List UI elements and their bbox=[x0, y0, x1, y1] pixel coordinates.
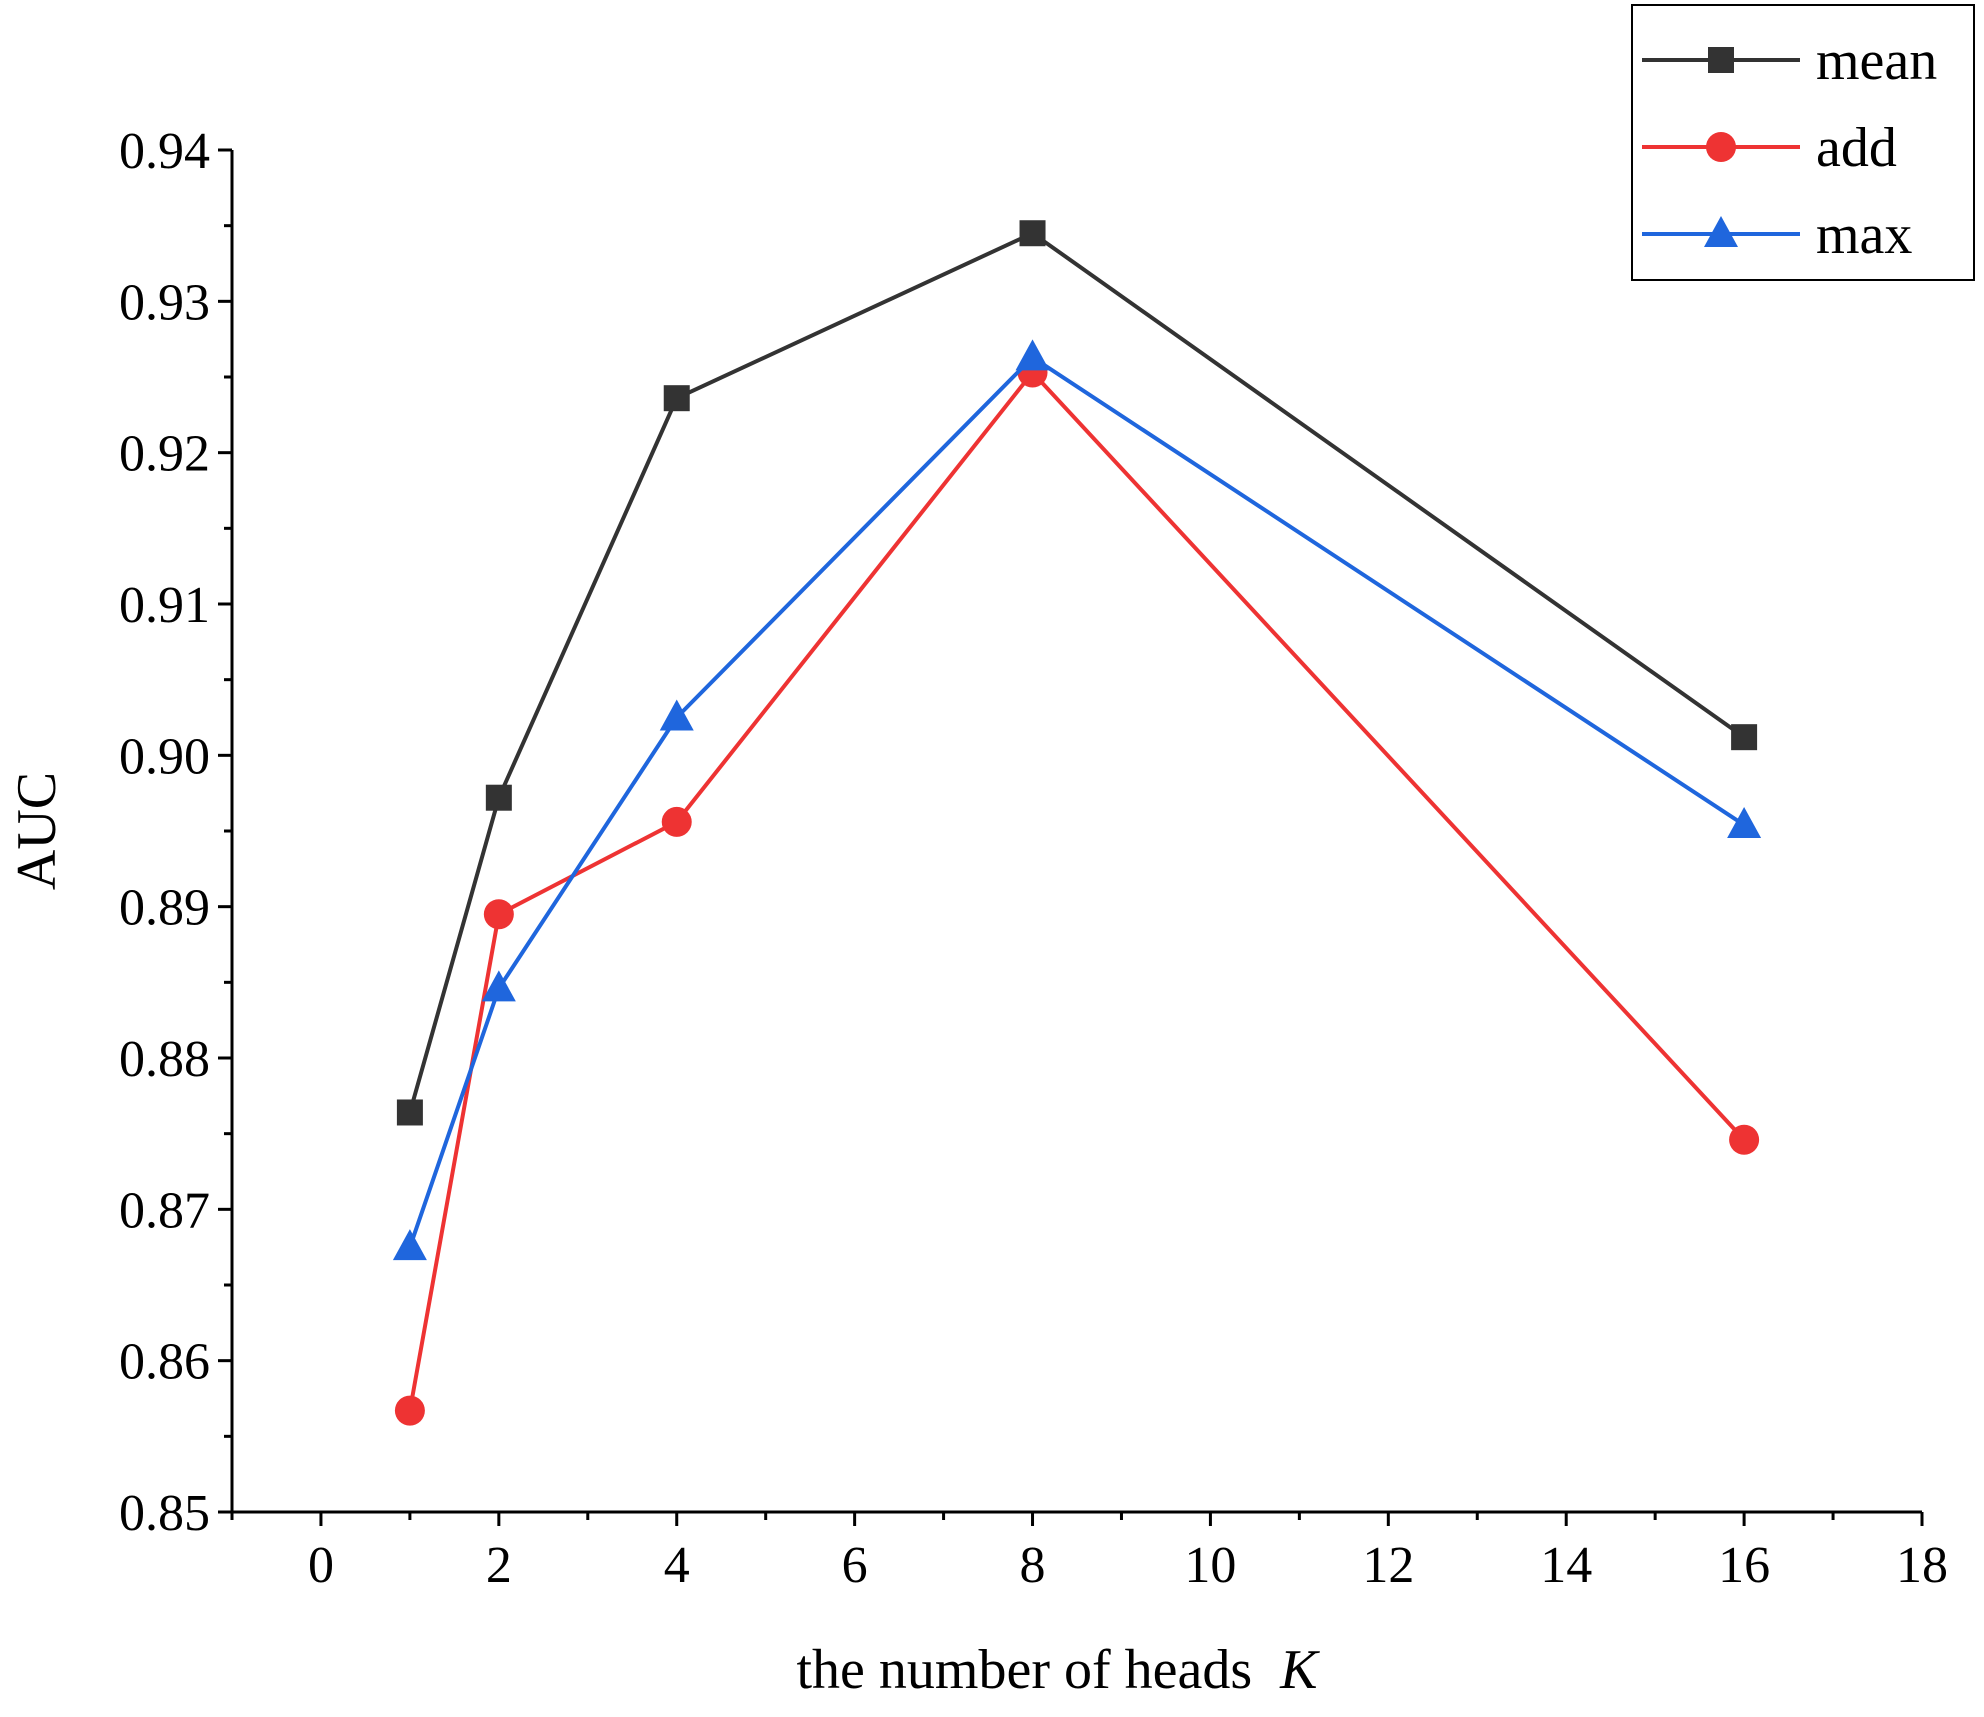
series-line-add bbox=[407, 370, 1746, 1411]
data-point-max bbox=[659, 699, 694, 731]
data-point-add bbox=[394, 1395, 425, 1426]
x-tick-label: 4 bbox=[664, 1537, 690, 1594]
x-axis-title: the number of heads K bbox=[797, 1639, 1321, 1701]
legend-item-max: max bbox=[1642, 204, 1912, 266]
y-tick-label: 0.86 bbox=[119, 1334, 210, 1391]
y-tick-label: 0.94 bbox=[119, 123, 210, 180]
y-tick-label: 0.88 bbox=[119, 1031, 210, 1088]
tick-labels: 0.85 0.86 0.87 0.88 0.89 0.90 0.91 0.92 0.93 0.94… bbox=[119, 123, 1948, 1594]
y-tick-label: 0.87 bbox=[119, 1182, 210, 1239]
data-point-add bbox=[483, 899, 514, 930]
x-axis-title-text: the number of heads bbox=[797, 1639, 1253, 1701]
x-tick-label: 18 bbox=[1896, 1537, 1948, 1594]
series-group bbox=[392, 220, 1762, 1426]
legend: mean add max bbox=[1631, 4, 1975, 281]
x-tick-label: 8 bbox=[1020, 1537, 1046, 1594]
x-tick-label: 14 bbox=[1540, 1537, 1592, 1594]
x-tick-label: 2 bbox=[486, 1537, 512, 1594]
y-tick-label: 0.91 bbox=[119, 577, 210, 634]
legend-label: add bbox=[1816, 117, 1897, 179]
legend-label: max bbox=[1816, 204, 1912, 266]
x-axis-title-var: K bbox=[1279, 1639, 1320, 1701]
x-tick-label: 16 bbox=[1718, 1537, 1770, 1594]
data-point-mean bbox=[1731, 724, 1758, 751]
axes bbox=[218, 148, 1924, 1526]
y-axis-title: AUC bbox=[6, 772, 68, 890]
data-point-add bbox=[1729, 1124, 1760, 1155]
legend-item-mean: mean bbox=[1642, 30, 1937, 92]
legend-marker bbox=[1708, 47, 1734, 73]
series-add bbox=[394, 357, 1760, 1426]
y-tick-label: 0.90 bbox=[119, 728, 210, 785]
series-max bbox=[392, 339, 1762, 1261]
series-line-mean bbox=[407, 231, 1746, 1114]
legend-item-add: add bbox=[1642, 117, 1897, 179]
legend-marker bbox=[1706, 132, 1736, 162]
data-point-add bbox=[661, 806, 692, 837]
data-point-max bbox=[481, 970, 516, 1002]
y-tick-label: 0.93 bbox=[119, 274, 210, 331]
data-point-mean bbox=[396, 1099, 423, 1126]
data-point-mean bbox=[663, 385, 690, 412]
data-point-max bbox=[1015, 339, 1050, 371]
data-point-max bbox=[1727, 806, 1762, 838]
y-tick-label: 0.89 bbox=[119, 880, 210, 937]
data-point-mean bbox=[485, 784, 512, 811]
x-tick-label: 0 bbox=[308, 1537, 334, 1594]
y-tick-label: 0.85 bbox=[119, 1485, 210, 1542]
series-line-max bbox=[408, 355, 1746, 1248]
legend-marker bbox=[1704, 216, 1738, 247]
legend-label: mean bbox=[1816, 30, 1937, 92]
x-tick-label: 6 bbox=[842, 1537, 868, 1594]
x-tick-label: 12 bbox=[1362, 1537, 1414, 1594]
y-tick-label: 0.92 bbox=[119, 426, 210, 483]
series-mean bbox=[396, 220, 1758, 1126]
data-point-max bbox=[392, 1229, 427, 1261]
data-point-mean bbox=[1019, 220, 1046, 247]
x-tick-label: 10 bbox=[1184, 1537, 1236, 1594]
